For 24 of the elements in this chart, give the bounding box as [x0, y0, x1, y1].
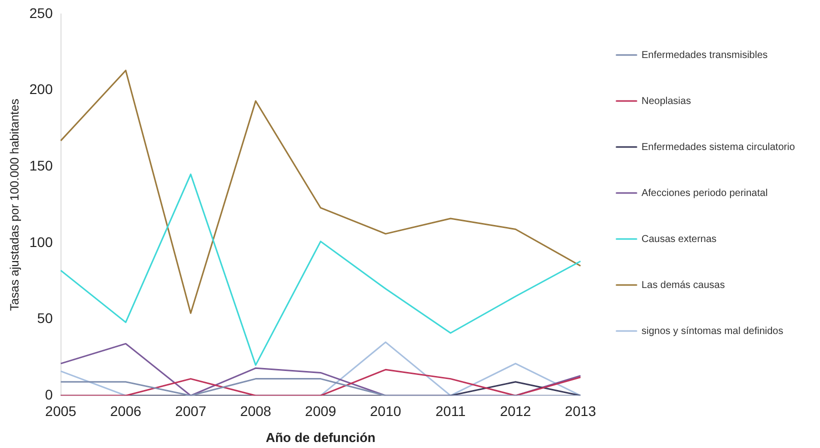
x-tick-label: 2010 [370, 402, 402, 419]
legend-label: Neoplasias [641, 96, 702, 107]
y-tick-label: 100 [29, 234, 53, 250]
x-axis-title: Año de defunción [266, 430, 376, 445]
y-tick-label: 200 [29, 81, 53, 98]
y-tick-label: 150 [29, 158, 53, 174]
x-tick-label: 2013 [564, 402, 596, 419]
x-tick-label: 2011 [436, 402, 466, 419]
y-tick-label: 50 [37, 310, 53, 326]
legend-label: Las demás causas [641, 280, 736, 291]
x-tick-label: 2008 [240, 402, 272, 419]
legend-label: Causas externas [641, 234, 728, 245]
legend-label: Afecciones periodo perinatal [641, 188, 779, 199]
x-tick-label: 2007 [175, 402, 206, 419]
y-axis-title: Tasas ajustadas por 100.000 habitantes [8, 98, 22, 311]
y-tick-label: 250 [29, 4, 53, 21]
x-tick-label: 2009 [305, 402, 336, 419]
x-tick-label: 2005 [45, 402, 77, 419]
x-tick-label: 2012 [500, 402, 532, 419]
y-tick-label: 0 [44, 386, 53, 402]
x-tick-label: 2006 [110, 402, 142, 419]
legend-label: signos y síntomas mal definidos [641, 326, 794, 337]
legend-label: Enfermedades transmisibles [641, 50, 779, 61]
legend-label: Enfermedades sistema circulatorio [641, 142, 806, 153]
